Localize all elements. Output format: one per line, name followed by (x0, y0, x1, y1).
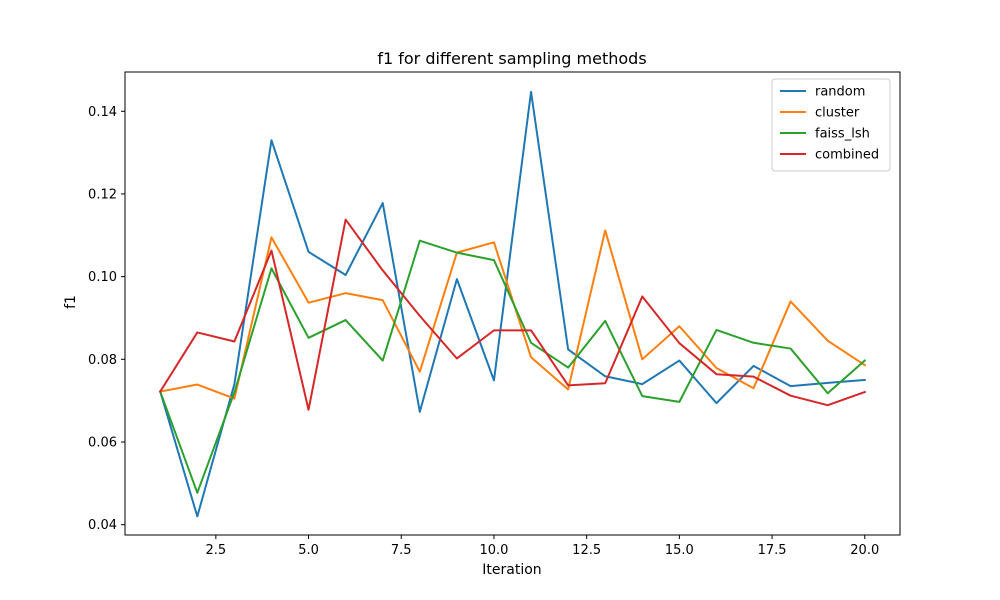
plot-frame (124, 71, 901, 536)
legend-box (771, 78, 891, 172)
legend-label-random: random (815, 85, 865, 100)
y-tick-label: 0.10 (88, 270, 117, 285)
series-line-combined (158, 218, 867, 411)
y-tick-label: 0.08 (88, 353, 117, 368)
x-tick-label: 15.0 (665, 543, 694, 558)
x-axis-title: Iteration (482, 562, 541, 578)
legend: random cluster faiss_lsh combined (771, 78, 891, 172)
y-tick-label: 0.12 (88, 187, 117, 202)
x-tick-label: 12.5 (572, 543, 601, 558)
x-tick-label: 5.0 (298, 543, 319, 558)
legend-label-faiss-lsh: faiss_lsh (815, 127, 870, 142)
x-axis: 2.5 5.0 7.5 10.0 12.5 15.0 17.5 20.0 (206, 535, 879, 558)
chart-title: f1 for different sampling methods (377, 49, 646, 68)
x-tick-label: 10.0 (479, 543, 508, 558)
y-axis-title: f1 (63, 295, 79, 309)
y-tick-label: 0.14 (88, 105, 117, 120)
y-tick-label: 0.06 (88, 435, 117, 450)
y-axis: 0.04 0.06 0.08 0.10 0.12 0.14 (88, 105, 125, 533)
x-tick-label: 7.5 (391, 543, 412, 558)
legend-label-combined: combined (815, 148, 879, 163)
x-tick-label: 2.5 (206, 543, 227, 558)
series-line-random (158, 90, 866, 518)
x-tick-label: 17.5 (758, 543, 787, 558)
x-tick-label: 20.0 (850, 543, 879, 558)
series-layer (158, 90, 867, 518)
y-tick-label: 0.04 (88, 518, 117, 533)
legend-label-cluster: cluster (815, 106, 860, 121)
